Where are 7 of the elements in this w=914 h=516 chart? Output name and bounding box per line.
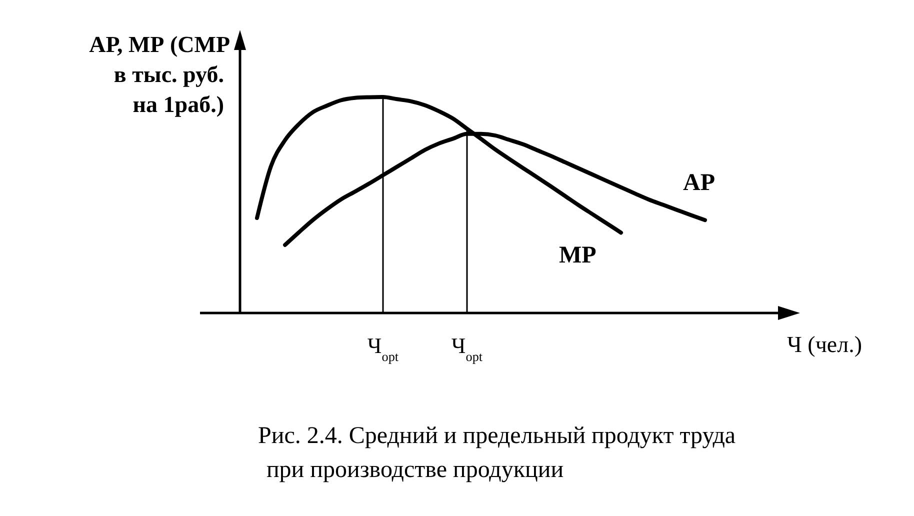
text: Рис. 2.4. Средний и предельный продукт труда при производстве продукции xyxy=(258,423,736,483)
series-label: МР xyxy=(559,242,596,269)
x-axis-title: Ч (чел.) xyxy=(786,332,862,357)
series-label: АР xyxy=(683,170,715,196)
x-tick-label: Ч$_{opt}$ xyxy=(367,333,399,364)
y-axis-title: АР, МР (СМР в тыс. руб. на 1раб.) xyxy=(89,32,230,117)
x-tick-label: Ч$_{opt}$ xyxy=(451,333,483,364)
